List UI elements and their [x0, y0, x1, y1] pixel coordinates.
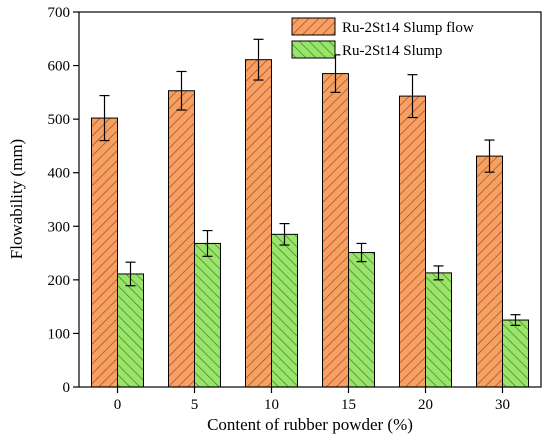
- x-tick-label: 20: [418, 397, 433, 413]
- legend-swatch-1: [291, 40, 336, 59]
- y-tick-label: 200: [48, 273, 71, 289]
- legend-label-0: Ru-2St14 Slump flow: [342, 20, 474, 36]
- legend: Ru-2St14 Slump flow Ru-2St14 Slump: [291, 17, 474, 59]
- y-tick-label: 400: [48, 166, 71, 182]
- y-tick-label: 600: [48, 59, 71, 75]
- x-axis-ticks: 0 5 10 15 20 30: [114, 387, 510, 413]
- bar-slump-5: [194, 242, 221, 388]
- bar-slump-10: [271, 233, 298, 388]
- y-tick-label: 0: [63, 380, 71, 396]
- legend-swatch-0: [291, 17, 336, 36]
- x-tick-label: 5: [191, 397, 199, 413]
- bar-slump-flow-20: [399, 95, 426, 388]
- x-tick-label: 10: [264, 397, 279, 413]
- y-tick-label: 500: [48, 112, 71, 128]
- y-axis-ticks: 0 100 200 300 400 500 600 700: [48, 5, 79, 396]
- plot-frame: [78, 11, 542, 388]
- legend-label-1: Ru-2St14 Slump: [342, 43, 442, 59]
- y-axis-title: Flowability (mm): [7, 139, 26, 259]
- bar-slump-flow-5: [168, 90, 195, 388]
- bar-slump-flow-30: [476, 155, 503, 388]
- x-tick-label: 0: [114, 397, 122, 413]
- bar-slump-flow-0: [91, 117, 118, 388]
- plot-area: [91, 38, 529, 388]
- bar-slump-15: [348, 252, 375, 388]
- bar-slump-30: [502, 319, 529, 388]
- y-tick-label: 300: [48, 219, 71, 235]
- y-tick-label: 700: [48, 5, 71, 21]
- bar-slump-flow-10: [245, 59, 272, 388]
- bar-slump-20: [425, 272, 452, 388]
- x-tick-label: 15: [341, 397, 356, 413]
- bar-slump-0: [117, 273, 144, 388]
- x-axis-title: Content of rubber powder (%): [207, 415, 413, 434]
- bar-slump-flow-15: [322, 73, 349, 388]
- y-tick-label: 100: [48, 326, 71, 342]
- x-tick-label: 30: [495, 397, 510, 413]
